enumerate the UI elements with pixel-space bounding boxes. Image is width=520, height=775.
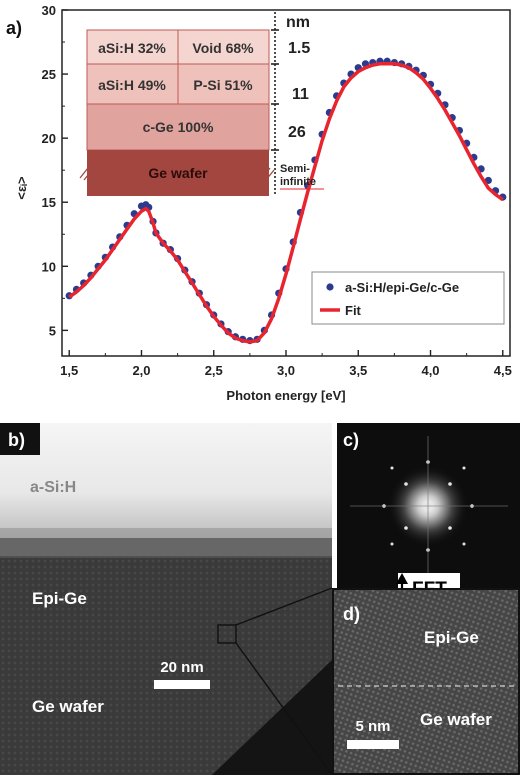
panel-c: c) xyxy=(337,423,520,588)
panel-b-wafer-label: Ge wafer xyxy=(32,697,104,716)
x-tick-label: 3,0 xyxy=(277,363,295,378)
x-tick-label: 2,5 xyxy=(205,363,223,378)
x-tick-label: 2,0 xyxy=(132,363,150,378)
layer-4-box xyxy=(87,150,269,196)
series-layer xyxy=(65,57,507,345)
fft-streaks xyxy=(350,436,508,576)
wafer-break-marks xyxy=(79,167,275,181)
layer-3-label: c-Ge 100% xyxy=(143,119,214,135)
y-tick-label: 30 xyxy=(42,3,56,18)
x-tick-label: 4,5 xyxy=(494,363,512,378)
zoom-line-bottom xyxy=(235,642,333,775)
y-tick-label: 20 xyxy=(42,131,56,146)
panel-b-asi-label: a-Si:H xyxy=(30,479,76,496)
layer-stack-inset: aSi:H 32% Void 68% aSi:H 49% P-Si 51% c-… xyxy=(79,12,324,196)
fit-line xyxy=(68,62,504,344)
panel-d-scale-text: 5 nm xyxy=(355,718,390,735)
thickness-scale-ticks xyxy=(271,29,279,151)
panel-b-label: b) xyxy=(8,430,25,450)
y-tick-label: 5 xyxy=(49,323,56,338)
interface-band xyxy=(0,528,332,558)
panel-b: b) a-Si:H Epi-Ge Ge wafer 20 nm xyxy=(0,423,333,775)
wafer-dark-corner xyxy=(212,660,332,775)
layer-2-right: P-Si 51% xyxy=(193,77,253,93)
panel-a-label: a) xyxy=(6,18,22,38)
panel-b-label-box xyxy=(0,423,40,455)
panel-b-scale-bar xyxy=(154,680,210,689)
panel-d: d) Epi-Ge Ge wafer 5 nm xyxy=(332,588,520,775)
x-tick-label: 3,5 xyxy=(349,363,367,378)
panel-b-epi-label: Epi-Ge xyxy=(32,589,87,608)
x-tick-label: 1,5 xyxy=(60,363,78,378)
panel-d-epi-label: Epi-Ge xyxy=(424,628,479,647)
layer-2-left: aSi:H 49% xyxy=(98,77,166,93)
layer-1-left: aSi:H 32% xyxy=(98,40,166,56)
panel-d-wafer-label: Ge wafer xyxy=(420,710,492,729)
panel-b-scale-text: 20 nm xyxy=(160,659,203,676)
legend-label-fit: Fit xyxy=(345,303,362,318)
y-axis-title: <εᵢ> xyxy=(14,176,29,200)
zoom-line-top xyxy=(235,587,333,626)
y-tick-label: 25 xyxy=(42,67,56,82)
legend: a-Si:H/epi-Ge/c-Ge Fit xyxy=(311,271,505,325)
y-tick-label: 10 xyxy=(42,259,56,274)
layer-4-label: Ge wafer xyxy=(148,165,208,181)
layer-2-thickness: 11 xyxy=(292,86,309,103)
legend-marker-data xyxy=(326,283,334,291)
legend-label-data: a-Si:H/epi-Ge/c-Ge xyxy=(345,280,459,295)
panel-c-label: c) xyxy=(343,430,359,450)
panel-d-scale-bar xyxy=(347,740,399,749)
x-tick-label: 4,0 xyxy=(421,363,439,378)
x-axis: 1,5 2,0 2,5 3,0 3,5 4,0 4,5 xyxy=(60,350,512,378)
y-axis: 5 10 15 20 25 30 xyxy=(42,3,68,338)
x-axis-title: Photon energy [eV] xyxy=(226,388,345,403)
panel-d-frame xyxy=(332,588,520,775)
thickness-unit: nm xyxy=(286,14,310,31)
zoom-box xyxy=(217,624,237,644)
layer-1-right: Void 68% xyxy=(192,40,254,56)
layer-3-box xyxy=(86,103,270,151)
layer-1-thickness: 1.5 xyxy=(288,40,310,57)
layer-4-thickness: Semi-infinite xyxy=(280,163,316,188)
y-tick-label: 15 xyxy=(42,195,56,210)
legend-box xyxy=(311,271,505,325)
layer-3-thickness: 26 xyxy=(288,124,306,141)
panel-a: a) 5 10 15 20 25 30 1,5 2,0 2,5 3,0 3,5 4,0 4,5 Pho… xyxy=(6,3,512,403)
fft-arrow-head xyxy=(396,573,408,584)
asi-layer-region xyxy=(0,423,332,538)
panel-d-label: d) xyxy=(343,604,360,624)
